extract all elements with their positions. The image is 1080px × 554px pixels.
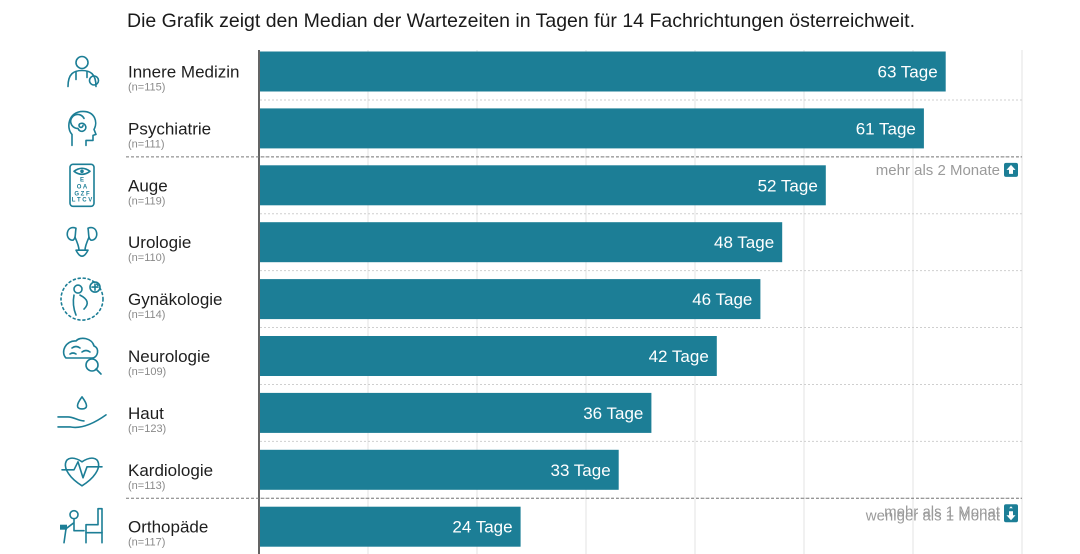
heartbeat-icon (61, 457, 103, 487)
doctor-body (67, 69, 97, 88)
arrow-down-glyph (1006, 511, 1016, 521)
mother-body (72, 294, 88, 316)
bar (260, 51, 946, 92)
kidney-right (87, 226, 98, 241)
dotted-ring (60, 277, 104, 321)
gear-badge (88, 75, 100, 86)
plus-circle (89, 281, 101, 293)
person-body (63, 517, 85, 544)
water-drop (76, 396, 88, 410)
category-label: Haut (128, 404, 164, 423)
magnifier-handle (95, 368, 102, 375)
category-label: Auge (128, 176, 168, 195)
threshold-label: mehr als 1 Monat (884, 503, 1001, 520)
category-label: Orthopäde (128, 518, 208, 537)
category-label: Innere Medizin (128, 63, 240, 82)
bar (260, 222, 783, 263)
bar-layer (260, 51, 946, 547)
category-label: Gynäkologie (128, 290, 223, 309)
stethoscope (75, 70, 88, 81)
sample-size-label: (n=110) (128, 252, 165, 264)
kidney-icon (66, 226, 98, 257)
threshold-label: weniger als 1 Monat (865, 507, 1001, 524)
bar-value-label: 46 Tage (692, 290, 752, 309)
bar (260, 336, 717, 376)
bar-value-label: 42 Tage (649, 347, 709, 366)
brain-magnifier-icon (62, 337, 102, 375)
eye-chart-icon: EO AG Z FL T C V (69, 163, 95, 208)
bar-value-label: 48 Tage (714, 233, 774, 252)
bar-value-label: 61 Tage (856, 119, 916, 138)
sample-size-label: (n=117) (128, 537, 165, 549)
chair (85, 507, 103, 544)
category-label: Urologie (128, 233, 191, 252)
pupil (80, 169, 84, 174)
pulse-line (61, 461, 103, 479)
heart-outline (64, 457, 100, 487)
hand-drop-icon (57, 396, 107, 429)
eye-chart-letters: O A (77, 184, 88, 190)
sample-size-label: (n=113) (128, 480, 165, 492)
category-label: Neurologie (128, 347, 210, 366)
category-label: Kardiologie (128, 461, 213, 480)
sample-size-label: (n=123) (128, 423, 166, 435)
orthopedic-chair-icon (60, 507, 103, 544)
doctor-icon (67, 55, 100, 88)
label-layer: 63 Tage Innere Medizin(n=115) 61 Tage Psych… (128, 63, 938, 549)
eye-chart-letters: L T C V (72, 197, 93, 203)
sample-size-label: (n=109) (128, 366, 166, 378)
bar-value-label: 33 Tage (550, 461, 610, 480)
chart-board (69, 163, 95, 208)
threshold-layer: mehr als 2 Monate mehr als 1 Monatweniger… (126, 156, 1022, 524)
icon-layer: EO AG Z FL T C V (57, 55, 107, 544)
bar-value-label: 63 Tage (877, 63, 937, 82)
magnifier-lens (85, 358, 99, 372)
bar (260, 279, 761, 320)
bar (260, 392, 652, 433)
head-spiral-icon (68, 110, 97, 147)
bladder (75, 249, 89, 257)
eye-chart-letters: E (80, 177, 84, 183)
arrow-up-glyph (1006, 164, 1016, 174)
eye-chart-letters: G Z F (74, 191, 90, 197)
sample-size-label: (n=114) (128, 309, 165, 321)
bar (260, 449, 619, 490)
hand (57, 414, 107, 429)
bar (260, 108, 924, 149)
plus-sign (91, 283, 99, 291)
sample-size-label: (n=115) (128, 82, 165, 94)
bar (260, 506, 521, 547)
bar (260, 165, 826, 206)
kidney-left (66, 226, 77, 241)
brain-folds (69, 345, 91, 355)
mother-head (73, 284, 83, 294)
spiral (69, 113, 87, 133)
ureters (74, 236, 90, 251)
bar-value-label: 24 Tage (452, 518, 512, 537)
hammer-head (60, 524, 67, 530)
person-head (69, 509, 79, 520)
sample-size-label: (n=119) (128, 195, 165, 207)
chart-title: Die Grafik zeigt den Median der Wartezei… (127, 10, 915, 32)
category-label: Psychiatrie (128, 119, 211, 138)
pregnancy-icon (60, 277, 104, 321)
threshold-label: mehr als 2 Monate (876, 162, 1000, 179)
brain-outline (62, 337, 99, 359)
sample-size-label: (n=111) (128, 138, 165, 150)
head-outline (68, 110, 97, 147)
doctor-head (75, 55, 89, 70)
eye-shape (73, 167, 91, 176)
bar-value-label: 52 Tage (758, 176, 818, 195)
bar-value-label: 36 Tage (583, 404, 643, 423)
